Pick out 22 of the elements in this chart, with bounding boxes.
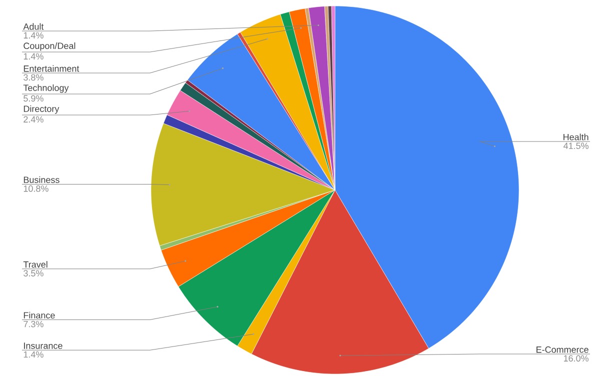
data-label: 3.8%	[24, 74, 44, 81]
data-label: 7.3%	[24, 320, 44, 328]
data-label: 1.4%	[24, 53, 44, 60]
slice-label: Travel	[23, 261, 48, 268]
slice-label: Health	[564, 134, 588, 140]
slice-label: E-Commerce	[536, 346, 588, 353]
slice-label: Finance	[24, 312, 55, 319]
slice-label: Entertainment	[24, 65, 80, 72]
slice-label: Adult	[23, 23, 44, 30]
slice-label: Technology	[23, 84, 69, 93]
slice-label: Directory	[24, 105, 60, 114]
data-label: 41.5%	[563, 142, 588, 149]
data-label: 5.9%	[24, 95, 44, 102]
slice-label: Business	[24, 176, 60, 184]
data-label: 3.5%	[24, 270, 44, 276]
data-label: 10.8%	[24, 185, 48, 192]
data-label: 1.4%	[24, 32, 44, 38]
data-label: 1.4%	[24, 351, 44, 358]
data-label: 2.4%	[24, 116, 44, 123]
slice-label: Coupon/Deal	[24, 42, 76, 51]
data-label: 16.0%	[564, 355, 588, 362]
slice-label: Insurance	[24, 342, 62, 349]
